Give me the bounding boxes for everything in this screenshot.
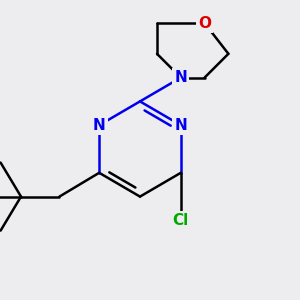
- Text: N: N: [174, 118, 187, 133]
- Text: N: N: [174, 70, 187, 85]
- Text: N: N: [93, 118, 106, 133]
- Text: Cl: Cl: [173, 213, 189, 228]
- Text: O: O: [198, 16, 211, 31]
